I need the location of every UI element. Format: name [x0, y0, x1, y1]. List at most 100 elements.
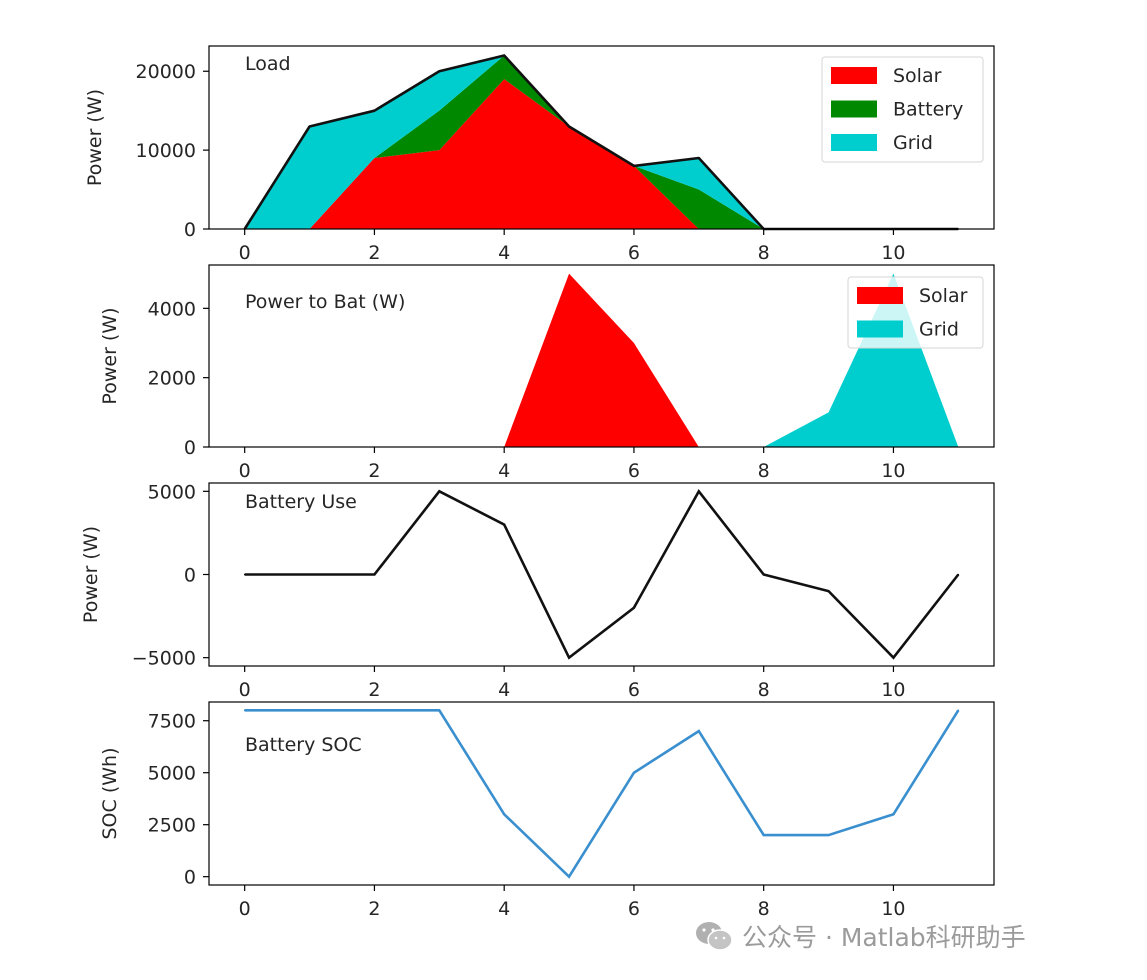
y-tick-label: 0: [184, 437, 196, 459]
legend-swatch: [857, 320, 903, 338]
data-point: [957, 573, 960, 576]
y-tick-label: 5000: [148, 763, 196, 785]
x-tick-label: 10: [881, 679, 905, 701]
legend-swatch: [831, 134, 877, 151]
x-tick-label: 4: [498, 898, 510, 920]
y-tick-label: −5000: [132, 648, 196, 670]
data-point: [762, 573, 765, 576]
y-tick-label: 2500: [148, 815, 196, 837]
y-axis-label: Power (W): [99, 307, 121, 404]
data-point: [438, 709, 441, 712]
y-tick-label: 0: [184, 219, 196, 241]
legend-label: Battery: [893, 99, 963, 121]
load-total-point: [633, 165, 635, 167]
load-total-point: [568, 125, 570, 128]
watermark: 公众号 · Matlab科研助手: [694, 916, 1026, 956]
load-total-point: [438, 70, 441, 73]
y-axis-label: SOC (Wh): [99, 748, 121, 840]
legend-swatch: [831, 100, 877, 118]
y-axis-label: Power (W): [84, 89, 106, 186]
legend-swatch: [831, 67, 877, 84]
axes-frame: [208, 45, 995, 230]
load-total-point: [308, 125, 311, 128]
legend-label: Solar: [919, 285, 968, 307]
data-point: [633, 771, 635, 774]
area-solar: [244, 273, 959, 447]
data-point: [308, 709, 311, 712]
data-point: [827, 590, 830, 592]
data-point: [243, 709, 246, 712]
subplot-annotation: Load: [245, 53, 291, 75]
x-tick-label: 6: [628, 460, 640, 482]
subplot-annotation: Battery SOC: [245, 734, 362, 756]
area-solar: [244, 79, 959, 230]
data-point: [827, 834, 830, 836]
subplot-4: 0 2 4 6 8 10 0 2500 5000 7500 SOC (Wh) Battery SOC: [99, 701, 995, 920]
subplot-3: 0 2 4 6 8 10 −5000 0 5000 Power (W) Battery Use: [80, 481, 995, 701]
x-tick-label: 8: [758, 679, 770, 701]
series-line: [244, 709, 960, 879]
x-tick-label: 0: [239, 679, 251, 701]
axes-frame: [208, 701, 995, 886]
y-axis-label: Power (W): [80, 526, 102, 623]
y-tick-label: 0: [184, 565, 196, 587]
x-tick-label: 6: [628, 242, 640, 264]
x-tick-label: 10: [881, 242, 905, 264]
load-total-point: [698, 157, 700, 159]
x-tick-label: 2: [368, 242, 380, 264]
x-tick-label: 0: [239, 898, 251, 920]
load-total-point: [373, 109, 376, 112]
data-point: [373, 573, 376, 576]
watermark-text: 公众号 · Matlab科研助手: [742, 923, 1026, 952]
x-tick-label: 8: [758, 242, 770, 264]
x-tick-label: 0: [239, 242, 251, 264]
y-tick-label: 7500: [148, 711, 196, 733]
x-tick-label: 4: [498, 679, 510, 701]
subplot-annotation: Battery Use: [245, 491, 357, 513]
data-point: [308, 573, 311, 576]
data-point: [373, 709, 376, 712]
legend: Solar Grid: [847, 276, 984, 349]
load-total-point: [503, 54, 505, 57]
data-point: [438, 490, 441, 493]
data-point: [633, 606, 635, 609]
x-tick-label: 6: [628, 679, 640, 701]
x-tick-label: 10: [881, 460, 905, 482]
legend-label: Grid: [893, 132, 933, 154]
data-point: [503, 523, 505, 526]
legend-swatch: [857, 287, 903, 304]
x-tick-label: 0: [239, 460, 251, 482]
x-tick-label: 10: [881, 898, 905, 920]
data-point: [957, 709, 960, 712]
subplot-1: 0 2 4 6 8 10 0 10000 20000 Power (W) Load Solar Batt…: [84, 45, 995, 264]
legend: Solar Battery Grid: [821, 56, 984, 163]
y-tick-label: 4000: [148, 298, 196, 320]
data-point: [698, 490, 700, 493]
y-tick-label: 0: [184, 867, 196, 889]
data-point: [698, 730, 700, 732]
legend-label: Grid: [919, 319, 959, 341]
y-tick-label: 2000: [148, 368, 196, 390]
x-tick-label: 2: [368, 898, 380, 920]
y-tick-label: 10000: [136, 140, 196, 162]
legend-label: Solar: [893, 65, 942, 87]
x-tick-label: 4: [498, 242, 510, 264]
subplot-annotation: Power to Bat (W): [245, 291, 405, 313]
series-line: [244, 488, 960, 660]
x-tick-label: 6: [628, 898, 640, 920]
data-point: [503, 813, 505, 816]
data-point: [892, 656, 895, 659]
x-tick-label: 2: [368, 460, 380, 482]
y-tick-label: 20000: [136, 61, 196, 83]
x-tick-label: 8: [758, 898, 770, 920]
data-point: [243, 573, 246, 576]
wechat-icon: [696, 922, 733, 951]
x-tick-label: 2: [368, 679, 380, 701]
x-tick-label: 4: [498, 460, 510, 482]
data-point: [568, 656, 570, 659]
area-grid: [244, 55, 959, 230]
x-tick-label: 8: [758, 460, 770, 482]
data-point: [568, 875, 570, 878]
axes-frame: [208, 264, 995, 448]
